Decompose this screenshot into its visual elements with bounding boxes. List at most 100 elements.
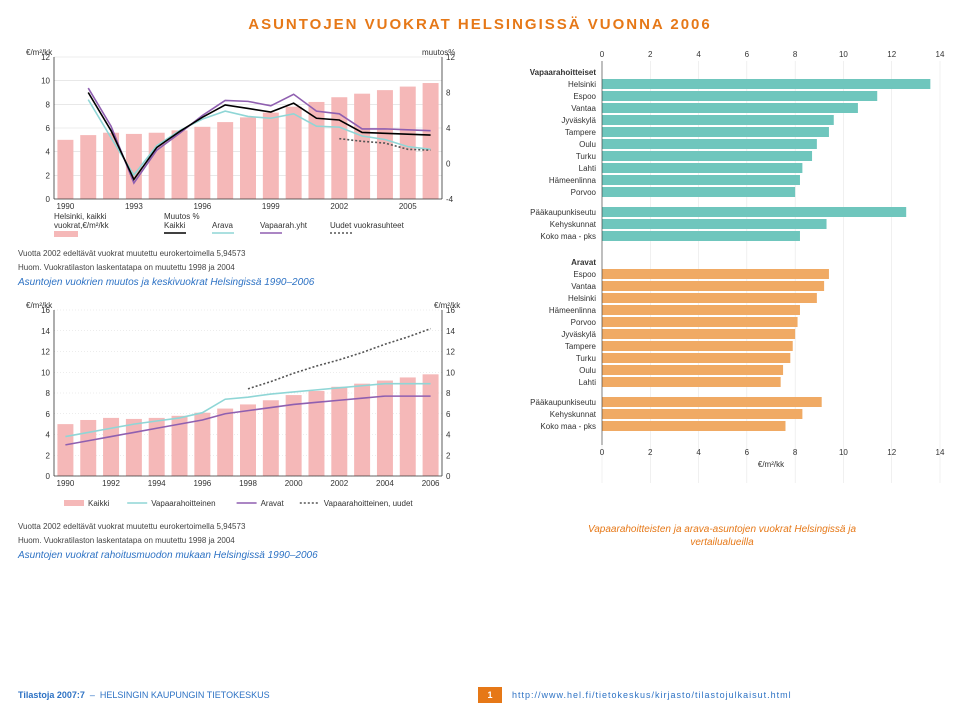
svg-text:1990: 1990: [57, 479, 75, 488]
svg-text:6: 6: [745, 448, 750, 457]
svg-text:Uudet vuokrasuhteet: Uudet vuokrasuhteet: [330, 221, 405, 230]
columns: €/m²/kkmuutos%024681012-4048121990199319…: [18, 43, 942, 569]
footer-org: HELSINGIN KAUPUNGIN TIETOKESKUS: [100, 690, 270, 700]
svg-text:6: 6: [46, 124, 51, 133]
hbar-svg: 02468101214VapaarahoitteisetHelsinkiEspo…: [492, 43, 952, 513]
chart1-svg: €/m²/kkmuutos%024681012-4048121990199319…: [18, 43, 478, 243]
svg-text:Porvoo: Porvoo: [571, 318, 597, 327]
svg-text:12: 12: [41, 53, 50, 62]
svg-text:Lahti: Lahti: [579, 378, 597, 387]
svg-text:1993: 1993: [125, 202, 143, 211]
right-title-a: Vapaarahoitteisten ja arava-asuntojen vu…: [588, 524, 856, 535]
svg-text:Turku: Turku: [576, 152, 596, 161]
svg-text:Muutos %: Muutos %: [164, 212, 200, 221]
svg-text:8: 8: [446, 389, 451, 398]
svg-text:Vapaarahoitteinen, uudet: Vapaarahoitteinen, uudet: [324, 499, 414, 508]
svg-text:4: 4: [696, 448, 701, 457]
svg-text:8: 8: [46, 100, 51, 109]
chart2-svg: €/m²/kk€/m²/kk00224466881010121214141616…: [18, 296, 478, 516]
svg-text:2002: 2002: [330, 202, 348, 211]
chart1-note-b: Huom. Vuokratilaston laskentatapa on muu…: [18, 263, 478, 273]
svg-text:2002: 2002: [330, 479, 348, 488]
svg-text:1996: 1996: [193, 202, 211, 211]
svg-text:8: 8: [446, 89, 451, 98]
svg-text:Kaikki: Kaikki: [164, 221, 186, 230]
svg-text:-4: -4: [446, 195, 454, 204]
svg-text:12: 12: [446, 53, 455, 62]
svg-text:0: 0: [600, 448, 605, 457]
svg-text:Helsinki: Helsinki: [568, 294, 596, 303]
svg-text:Vapaarahoitteiset: Vapaarahoitteiset: [530, 68, 597, 77]
left-column: €/m²/kkmuutos%024681012-4048121990199319…: [18, 43, 478, 569]
svg-text:10: 10: [41, 368, 50, 377]
footer-series: Tilastoja 2007:7: [18, 690, 85, 700]
svg-text:2: 2: [648, 448, 653, 457]
svg-text:Kehyskunnat: Kehyskunnat: [550, 410, 597, 419]
svg-text:0: 0: [600, 50, 605, 59]
svg-text:2: 2: [46, 451, 51, 460]
svg-text:Porvoo: Porvoo: [571, 188, 597, 197]
svg-text:Jyväskylä: Jyväskylä: [561, 116, 596, 125]
svg-text:10: 10: [446, 368, 455, 377]
svg-text:14: 14: [41, 327, 50, 336]
chart2-subtitle: Asuntojen vuokrat rahoitusmuodon mukaan …: [18, 550, 478, 561]
chart1-note-a: Vuotta 2002 edeltävät vuokrat muutettu e…: [18, 249, 478, 259]
svg-text:6: 6: [446, 410, 451, 419]
svg-text:1999: 1999: [262, 202, 280, 211]
svg-text:12: 12: [887, 448, 896, 457]
chart1-subtitle: Asuntojen vuokrien muutos ja keskivuokra…: [18, 277, 478, 288]
svg-text:Koko maa - pks: Koko maa - pks: [540, 232, 596, 241]
svg-text:6: 6: [745, 50, 750, 59]
svg-text:Tampere: Tampere: [565, 342, 597, 351]
svg-text:Hämeenlinna: Hämeenlinna: [549, 176, 597, 185]
svg-text:Oulu: Oulu: [579, 366, 596, 375]
svg-text:Helsinki: Helsinki: [568, 80, 596, 89]
svg-text:Oulu: Oulu: [579, 140, 596, 149]
page-root: ASUNTOJEN VUOKRAT HELSINGISSÄ VUONNA 200…: [0, 0, 960, 712]
svg-text:16: 16: [41, 306, 50, 315]
svg-text:2005: 2005: [399, 202, 417, 211]
svg-text:Pääkaupunkiseutu: Pääkaupunkiseutu: [530, 398, 596, 407]
svg-text:Helsinki, kaikki: Helsinki, kaikki: [54, 212, 107, 221]
svg-text:2: 2: [446, 451, 451, 460]
svg-text:2: 2: [648, 50, 653, 59]
svg-text:0: 0: [446, 472, 451, 481]
svg-text:1998: 1998: [239, 479, 257, 488]
chart1-box: €/m²/kkmuutos%024681012-4048121990199319…: [18, 43, 478, 243]
svg-text:0: 0: [446, 160, 451, 169]
right-column: 02468101214VapaarahoitteisetHelsinkiEspo…: [492, 43, 952, 569]
svg-text:4: 4: [696, 50, 701, 59]
svg-text:2004: 2004: [376, 479, 394, 488]
svg-text:€/m²/kk: €/m²/kk: [758, 460, 785, 469]
svg-text:1994: 1994: [148, 479, 166, 488]
svg-text:6: 6: [46, 410, 51, 419]
footer: Tilastoja 2007:7 – HELSINGIN KAUPUNGIN T…: [0, 678, 960, 712]
svg-text:4: 4: [446, 431, 451, 440]
svg-text:Hämeenlinna: Hämeenlinna: [549, 306, 597, 315]
right-title-b: vertailualueilla: [690, 537, 753, 548]
svg-text:16: 16: [446, 306, 455, 315]
footer-left: Tilastoja 2007:7 – HELSINGIN KAUPUNGIN T…: [0, 690, 478, 700]
svg-text:0: 0: [46, 195, 51, 204]
svg-text:1990: 1990: [57, 202, 75, 211]
svg-text:Turku: Turku: [576, 354, 596, 363]
svg-text:Aravat: Aravat: [571, 258, 596, 267]
svg-text:2000: 2000: [285, 479, 303, 488]
svg-text:4: 4: [446, 124, 451, 133]
svg-text:14: 14: [446, 327, 455, 336]
svg-text:vuokrat,€/m²/kk: vuokrat,€/m²/kk: [54, 221, 110, 230]
svg-text:Vantaa: Vantaa: [571, 104, 596, 113]
svg-text:2006: 2006: [422, 479, 440, 488]
svg-text:2: 2: [46, 171, 51, 180]
svg-text:Jyväskylä: Jyväskylä: [561, 330, 596, 339]
svg-text:14: 14: [936, 448, 945, 457]
right-title: Vapaarahoitteisten ja arava-asuntojen vu…: [492, 523, 952, 549]
svg-text:8: 8: [793, 50, 798, 59]
svg-text:8: 8: [793, 448, 798, 457]
svg-text:4: 4: [46, 431, 51, 440]
svg-text:Espoo: Espoo: [573, 92, 596, 101]
svg-text:1996: 1996: [193, 479, 211, 488]
svg-text:4: 4: [46, 148, 51, 157]
svg-text:Lahti: Lahti: [579, 164, 597, 173]
chart2-note-a: Vuotta 2002 edeltävät vuokrat muutettu e…: [18, 522, 478, 532]
